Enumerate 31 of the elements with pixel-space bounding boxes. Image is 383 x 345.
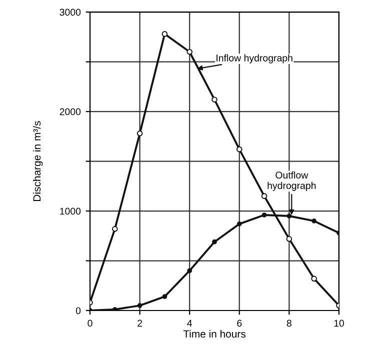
x-tick-label: 8 [286, 320, 292, 327]
point [187, 268, 192, 274]
point [236, 222, 242, 226]
point [137, 303, 142, 308]
y-tick-label: 1000 [60, 208, 81, 215]
point [162, 294, 168, 300]
point [212, 239, 217, 244]
x-axis-title: Time in hours [183, 330, 246, 338]
x-tick-label: 0 [88, 320, 92, 327]
point [162, 31, 168, 37]
point [112, 226, 118, 232]
point [186, 48, 192, 55]
point [312, 218, 316, 224]
point [236, 146, 242, 152]
y-tick-label: 2000 [60, 108, 81, 116]
point [136, 130, 143, 136]
y-axis-title: Discharge in m³/s [32, 121, 43, 201]
point [286, 214, 292, 218]
annotation: Inflow hydrograph [216, 54, 292, 64]
y-tick-label: 3000 [60, 8, 81, 16]
point [261, 193, 268, 200]
point [311, 276, 317, 282]
x-tick-label: 6 [237, 320, 242, 327]
point [286, 236, 292, 242]
x-tick-label: 10 [334, 320, 344, 327]
point [262, 212, 267, 218]
annotation: Outflow hydrograph [268, 171, 316, 191]
point [212, 96, 218, 103]
x-tick-label: 2 [138, 320, 142, 327]
y-tick-label: 0 [76, 307, 81, 314]
x-tick-label: 4 [187, 320, 192, 327]
